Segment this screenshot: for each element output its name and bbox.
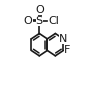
Text: O: O bbox=[24, 16, 32, 26]
Text: N: N bbox=[59, 34, 68, 44]
Text: Cl: Cl bbox=[48, 16, 59, 26]
Text: F: F bbox=[64, 45, 71, 55]
Text: O: O bbox=[35, 5, 44, 15]
Text: S: S bbox=[36, 16, 43, 26]
